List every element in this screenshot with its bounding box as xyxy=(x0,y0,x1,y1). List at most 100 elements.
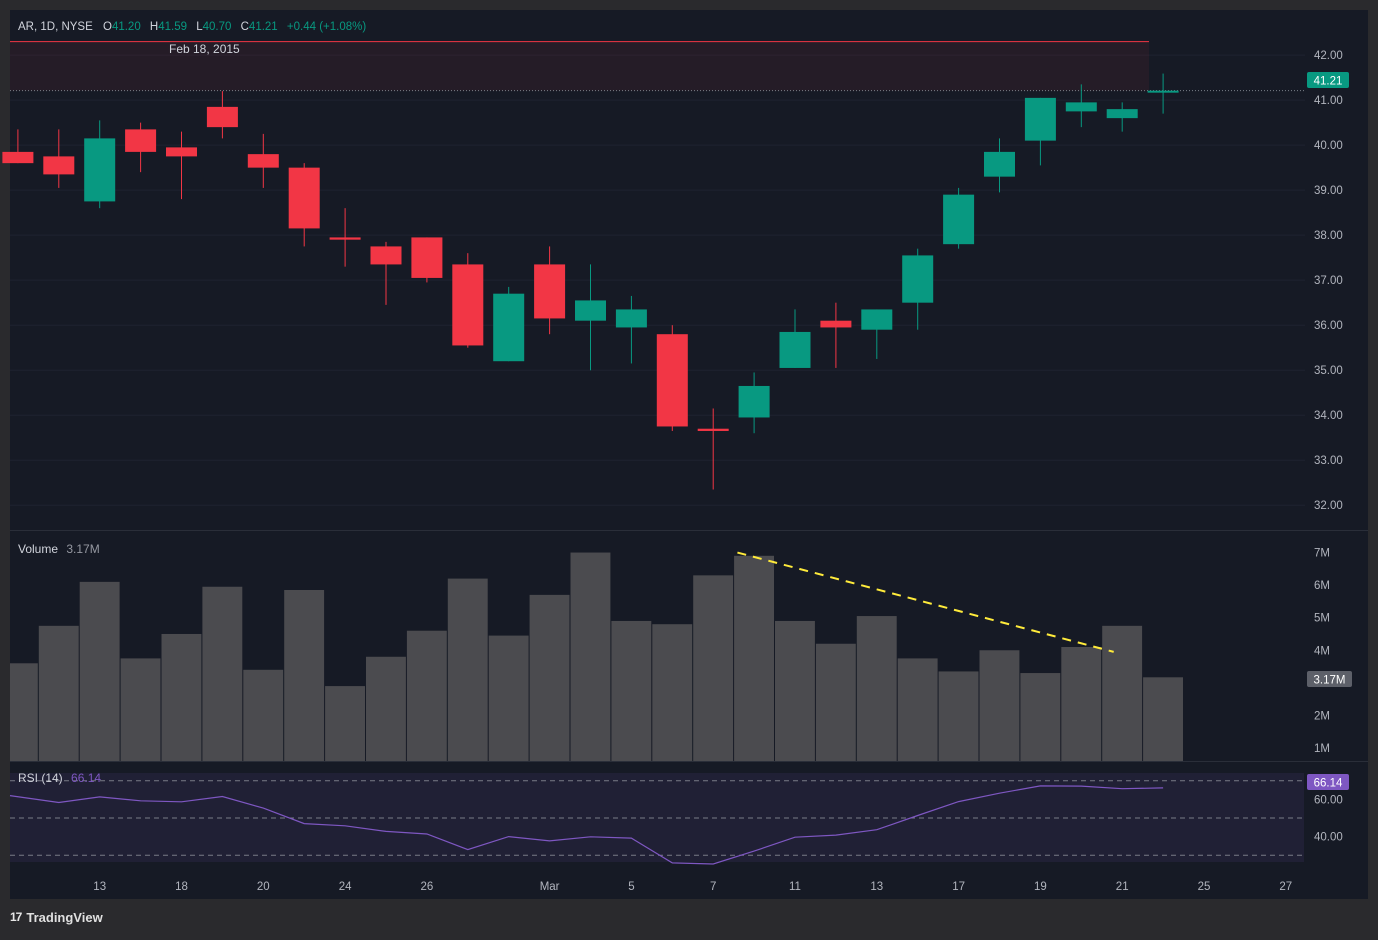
volume-bar xyxy=(284,590,325,761)
legend-high-value: 41.59 xyxy=(158,21,187,33)
candle-body xyxy=(902,255,934,303)
volume-bars[interactable] xyxy=(10,552,1183,761)
time-tick-label: 5 xyxy=(628,881,634,893)
volume-bar xyxy=(938,671,979,761)
legend-close-value: 41.21 xyxy=(249,21,278,33)
volume-bar xyxy=(734,555,774,761)
legend-open-value: 41.20 xyxy=(112,21,141,33)
trend-line[interactable] xyxy=(737,551,1114,653)
volume-bar xyxy=(38,625,79,761)
volume-bar xyxy=(775,620,815,761)
volume-tick-label: 1M xyxy=(1314,743,1330,755)
price-tick-label: 33.00 xyxy=(1314,455,1343,467)
price-tick-label: 42.00 xyxy=(1314,50,1343,62)
time-tick-label: 26 xyxy=(421,881,434,893)
candle-body xyxy=(861,309,893,330)
candle-body xyxy=(329,237,361,240)
candle-body xyxy=(452,264,484,346)
volume-bar xyxy=(325,686,365,761)
volume-bar xyxy=(815,643,856,761)
candle-body xyxy=(288,167,320,229)
volume-bar xyxy=(202,586,243,761)
volume-bar xyxy=(366,656,406,761)
volume-bar xyxy=(1061,647,1102,761)
rsi-band xyxy=(10,773,1304,862)
rsi-tag: 66.14 xyxy=(1314,778,1343,790)
price-axis[interactable]: 42.00 41.00 40.00 39.00 38.00 37.00 36.00 35.00… xyxy=(1314,50,1343,512)
volume-bar xyxy=(979,650,1020,761)
candles[interactable] xyxy=(2,73,1179,490)
brand[interactable]: 17 TradingView xyxy=(10,908,103,926)
tradingview-logo-icon: 17 xyxy=(10,910,22,924)
candle-body xyxy=(534,264,566,319)
candle-body xyxy=(1024,97,1056,141)
price-tick-label: 34.00 xyxy=(1314,410,1343,422)
legend-high-label: H xyxy=(150,21,158,33)
rsi-value: 66.14 xyxy=(71,771,101,785)
time-tick-label: 7 xyxy=(710,881,716,893)
legend-change: +0.44 (+1.08%) xyxy=(287,21,366,33)
volume-bar xyxy=(243,669,284,761)
volume-bar xyxy=(406,630,447,761)
legend-symbol: AR, 1D, NYSE xyxy=(18,21,93,33)
volume-axis[interactable]: 7M 6M 5M 4M 2M 1M xyxy=(1314,548,1330,755)
candle-body xyxy=(2,151,34,164)
candle-body xyxy=(656,334,688,427)
price-tick-label: 40.00 xyxy=(1314,140,1343,152)
price-tick-label: 41.00 xyxy=(1314,95,1343,107)
candle-body xyxy=(1147,90,1179,93)
volume-bar xyxy=(611,620,652,761)
volume-bar xyxy=(570,552,611,761)
candle-body xyxy=(166,147,197,157)
volume-bar xyxy=(529,594,570,761)
legend-low-value: 40.70 xyxy=(203,21,232,33)
volume-tick-label: 4M xyxy=(1314,645,1330,657)
candle-body xyxy=(125,129,157,152)
volume-bar xyxy=(897,658,938,761)
time-tick-label: Mar xyxy=(540,881,560,893)
candle-body xyxy=(493,293,525,362)
legend-open-label: O xyxy=(103,21,112,33)
price-tick-label: 37.00 xyxy=(1314,275,1343,287)
volume-bar xyxy=(120,658,161,761)
candle-body xyxy=(738,385,770,418)
volume-bar xyxy=(447,578,488,761)
volume-tick-label: 5M xyxy=(1314,613,1330,625)
volume-bar xyxy=(1102,625,1143,761)
time-tick-label: 24 xyxy=(339,881,352,893)
rsi-label: RSI (14) xyxy=(18,771,63,785)
volume-bar xyxy=(856,616,897,761)
candle-body xyxy=(206,106,238,128)
volume-value: 3.17M xyxy=(66,542,99,556)
price-tick-label: 35.00 xyxy=(1314,365,1343,377)
rsi-line[interactable] xyxy=(9,785,1164,865)
time-tick-label: 21 xyxy=(1116,881,1129,893)
time-axis[interactable]: 13 18 20 24 26 Mar 5 7 11 13 17 19 21 25 27 xyxy=(93,881,1292,893)
volume-legend: Volume 3.17M xyxy=(18,542,100,556)
time-tick-label: 18 xyxy=(175,881,188,893)
price-tick-label: 32.00 xyxy=(1314,500,1343,512)
candle-body xyxy=(1065,102,1097,112)
legend-close-label: C xyxy=(241,21,249,33)
candle-body xyxy=(247,154,279,168)
volume-bar xyxy=(161,633,202,761)
volume-bar xyxy=(79,581,120,761)
price-tick-label: 38.00 xyxy=(1314,230,1343,242)
rsi-axis[interactable]: 60.00 40.00 xyxy=(1314,794,1343,843)
volume-tag: 3.17M xyxy=(1314,675,1346,687)
zone-label: Feb 18, 2015 xyxy=(169,42,240,56)
candle-body xyxy=(1106,109,1138,119)
price-tick-label: 39.00 xyxy=(1314,185,1343,197)
rsi-tick-label: 60.00 xyxy=(1314,794,1343,806)
price-tag-bg xyxy=(1307,72,1349,88)
candle-body xyxy=(615,309,647,328)
candle-body xyxy=(697,428,729,431)
candle-body xyxy=(43,156,75,175)
price-zone xyxy=(10,41,1305,92)
time-tick-label: 13 xyxy=(870,881,883,893)
volume-tick-label: 6M xyxy=(1314,580,1330,592)
candle-body xyxy=(779,331,811,368)
volume-label: Volume xyxy=(18,542,58,556)
